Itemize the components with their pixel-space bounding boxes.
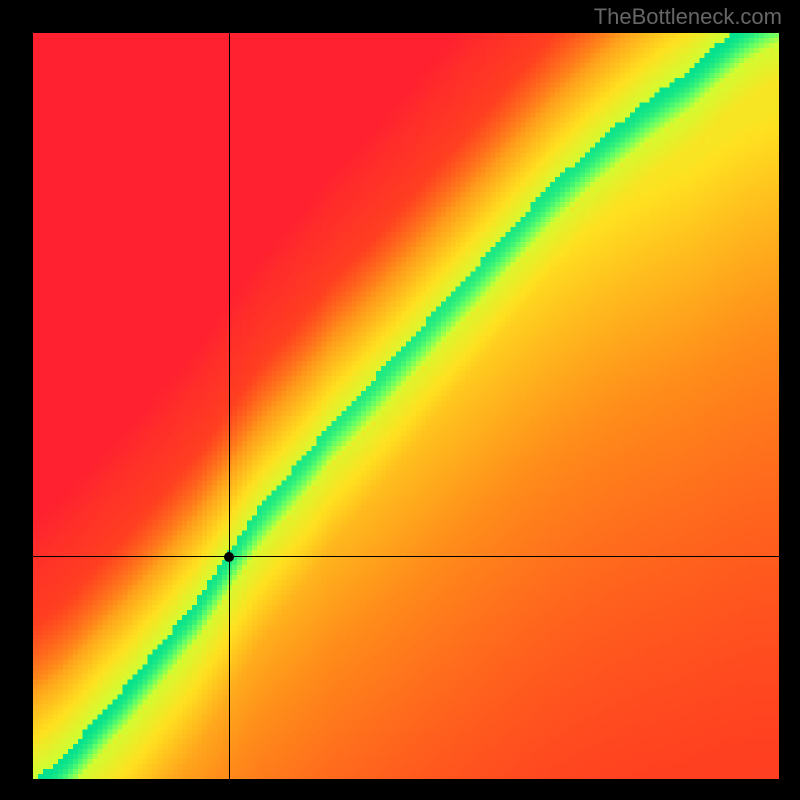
heatmap-canvas xyxy=(33,33,779,779)
marker-point xyxy=(224,552,234,562)
watermark-text: TheBottleneck.com xyxy=(594,4,782,30)
crosshair-horizontal xyxy=(33,556,779,557)
heatmap-plot xyxy=(33,33,779,779)
crosshair-vertical xyxy=(229,33,230,779)
